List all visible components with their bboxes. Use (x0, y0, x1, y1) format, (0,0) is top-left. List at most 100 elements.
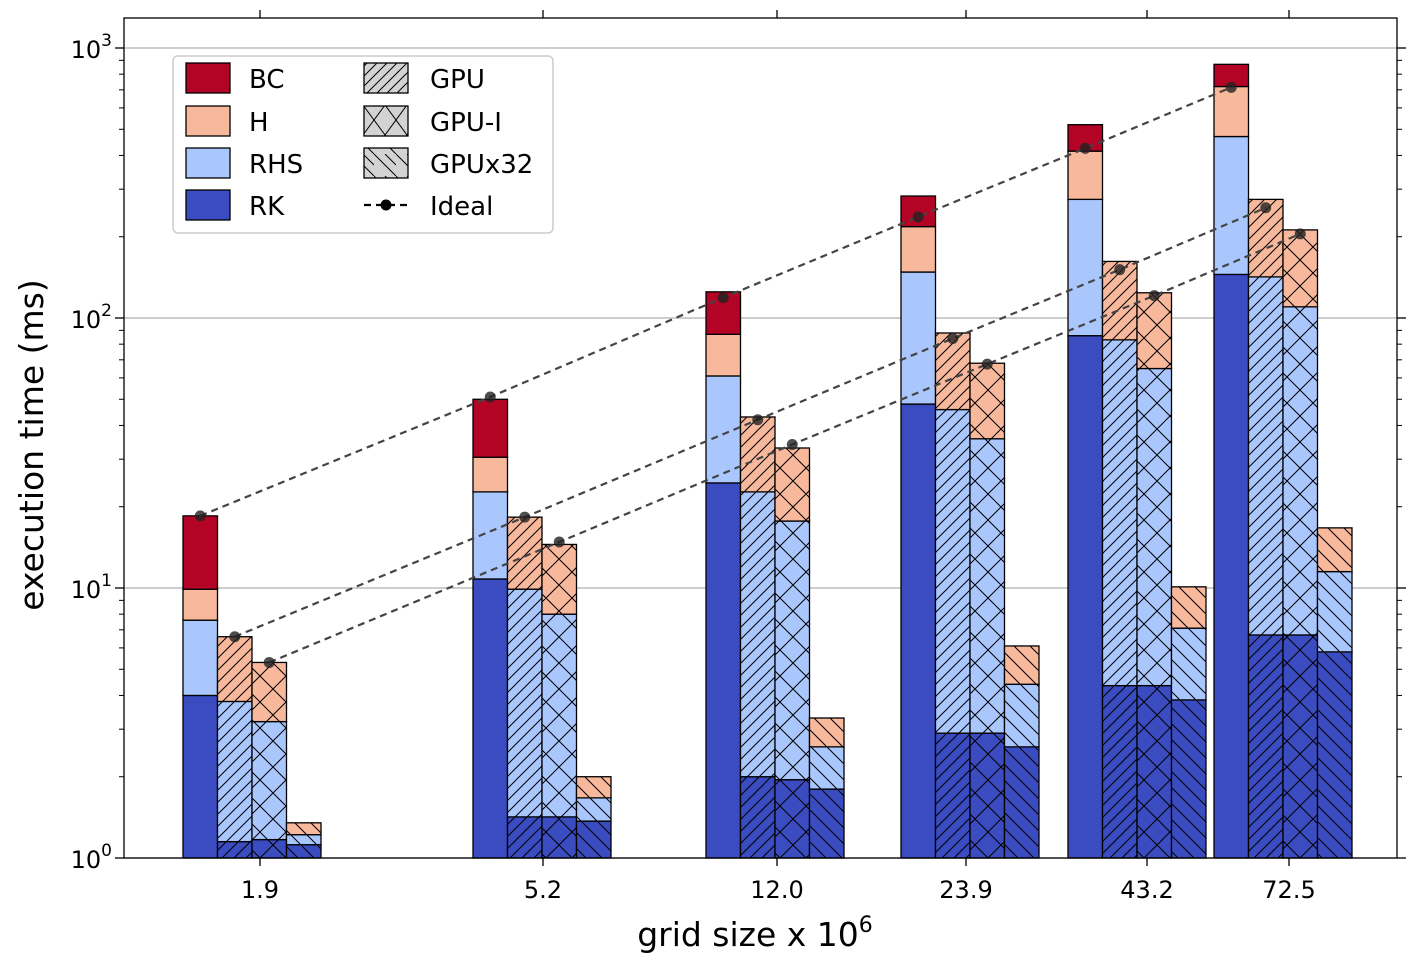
bar-43.2-GPUx32-RHS-hatch (1171, 628, 1206, 700)
bar-43.2-GPU-RHS-hatch (1102, 339, 1137, 686)
ideal-point-CPU-43.2 (1079, 142, 1091, 154)
legend-swatch-hatch-GPUx32 (364, 148, 408, 178)
axis-ticks: 1.9 5.2 12.0 23.9 43.2 72.5 100 101 102 103 (71, 10, 1406, 904)
bar-12.0-GPU-RK-hatch (740, 776, 775, 858)
ideal-point-CPU-23.9 (912, 211, 924, 223)
legend-swatch-BC (185, 62, 231, 94)
bar-5.2-GPUx32-RK-hatch (576, 821, 611, 858)
ideal-line-CPU (199, 86, 1232, 517)
legend-label-Ideal: Ideal (430, 192, 493, 222)
bar-5.2-GPUx32-RHS-hatch (576, 797, 611, 822)
ideal-point-GPU-I-23.9 (981, 358, 993, 370)
bar-23.9-GPU-I-RHS-hatch (970, 438, 1005, 734)
bar-5.2-CPU-BC (472, 398, 509, 458)
ideal-point-GPU-23.9 (947, 332, 959, 344)
bar-43.2-GPUx32-RK-hatch (1171, 699, 1206, 858)
legend-label-BC: BC (249, 65, 285, 95)
bar-12.0-GPU-I-RK-hatch (775, 779, 810, 858)
bar-1.9-GPU-RHS-hatch (217, 701, 252, 842)
bar-12.0-GPUx32-H-hatch (809, 718, 844, 747)
bar-12.0-GPUx32-RHS-hatch (809, 746, 844, 790)
bar-72.5-GPU-I-RK-hatch (1283, 634, 1318, 858)
ideal-line-GPU (234, 206, 1267, 638)
legend-label-GPUx32: GPUx32 (430, 150, 533, 180)
bar-1.9-CPU-BC (182, 515, 219, 590)
legend: BC H RHS RK GPU GPU-I GPUx32 Ideal (172, 55, 554, 234)
ideal-point-CPU-1.9 (194, 510, 206, 522)
bar-43.2-GPU-I-H-hatch (1137, 292, 1172, 369)
ideal-point-GPU-I-12.0 (786, 439, 798, 451)
bar-5.2-GPU-I-RHS-hatch (542, 614, 577, 817)
bar-1.9-GPU-I-H-hatch (252, 662, 287, 722)
bar-43.2-GPU-RK-hatch (1102, 685, 1137, 858)
ideal-line-GPU-I (268, 232, 1301, 664)
bar-72.5-GPU-RHS-hatch (1248, 276, 1283, 635)
bar-1.9-CPU-H (182, 588, 219, 621)
legend-marker-Ideal (380, 199, 392, 211)
bar-5.2-GPU-I-RK-hatch (542, 816, 577, 858)
legend-label-GPU: GPU (430, 65, 485, 95)
bar-72.5-CPU-H (1213, 85, 1250, 138)
bar-72.5-GPUx32-H-hatch (1317, 527, 1352, 572)
bar-1.9-GPU-I-RHS-hatch (252, 721, 287, 840)
ideal-point-GPU-5.2 (519, 511, 531, 523)
x-tick-label: 23.9 (939, 876, 992, 904)
legend-box (172, 55, 554, 234)
bar-1.9-GPUx32-RHS-hatch (286, 834, 321, 845)
ideal-point-CPU-12.0 (717, 292, 729, 304)
bar-5.2-GPU-RK-hatch (507, 816, 542, 858)
bar-5.2-GPU-H-hatch (507, 517, 542, 590)
x-axis-title: grid size x 106 (637, 913, 873, 954)
y-tick-label: 103 (71, 31, 112, 64)
bar-12.0-GPU-I-RHS-hatch (775, 521, 810, 780)
bar-72.5-CPU-RK (1213, 273, 1250, 859)
bar-43.2-CPU-RK (1067, 335, 1104, 859)
bar-43.2-CPU-RHS (1067, 198, 1104, 337)
x-tick-label: 43.2 (1120, 876, 1173, 904)
bar-5.2-GPU-RHS-hatch (507, 589, 542, 817)
bar-5.2-GPUx32-H-hatch (576, 776, 611, 798)
bar-1.9-GPU-RK-hatch (217, 841, 252, 858)
ideal-lines (194, 81, 1306, 668)
bar-23.9-GPUx32-RHS-hatch (1004, 684, 1039, 747)
bar-23.9-GPUx32-RK-hatch (1004, 746, 1039, 858)
ideal-point-GPU-I-43.2 (1148, 290, 1160, 302)
ideal-point-GPU-I-72.5 (1294, 228, 1306, 240)
bar-23.9-CPU-RK (900, 403, 937, 859)
legend-swatch-RHS (185, 147, 231, 179)
plot-frame (123, 17, 1398, 859)
ideal-point-GPU-43.2 (1114, 264, 1126, 276)
bar-12.0-CPU-H (705, 333, 742, 377)
bar-72.5-GPU-I-RHS-hatch (1283, 306, 1318, 635)
ideal-point-GPU-72.5 (1260, 202, 1272, 214)
bar-1.9-CPU-RK (182, 694, 219, 859)
ideal-point-GPU-I-1.9 (263, 656, 275, 668)
legend-label-RHS: RHS (249, 150, 303, 180)
legend-swatch-H (185, 105, 231, 137)
bar-23.9-GPU-I-H-hatch (970, 363, 1005, 439)
x-axis-title-exponent: 6 (859, 913, 873, 938)
x-tick-label: 72.5 (1262, 876, 1315, 904)
bar-1.9-CPU-RHS (182, 619, 219, 697)
bar-43.2-GPUx32-H-hatch (1171, 586, 1206, 629)
y-tick-label: 102 (71, 301, 112, 334)
bar-23.9-GPU-RHS-hatch (935, 409, 970, 734)
y-axis-title: execution time (ms) (12, 279, 51, 610)
bar-5.2-GPU-I-H-hatch (542, 544, 577, 615)
bar-43.2-CPU-H (1067, 150, 1104, 201)
bar-1.9-GPU-I-RK-hatch (252, 839, 287, 858)
bar-72.5-GPUx32-RHS-hatch (1317, 571, 1352, 652)
legend-swatch-hatch-GPU-I (364, 106, 408, 136)
ideal-point-GPU-I-5.2 (553, 536, 565, 548)
x-axis-title-base: grid size x 10 (637, 915, 859, 954)
bar-1.9-GPU-H-hatch (217, 636, 252, 702)
bar-1.9-GPUx32-H-hatch (286, 822, 321, 835)
x-tick-label: 12.0 (750, 876, 803, 904)
bar-43.2-GPU-I-RK-hatch (1137, 685, 1172, 858)
y-tick-label: 100 (71, 841, 112, 874)
y-tick-label: 101 (71, 571, 112, 604)
ideal-point-CPU-72.5 (1225, 81, 1237, 93)
ideal-point-CPU-5.2 (484, 391, 496, 403)
bar-12.0-GPUx32-RK-hatch (809, 789, 844, 858)
